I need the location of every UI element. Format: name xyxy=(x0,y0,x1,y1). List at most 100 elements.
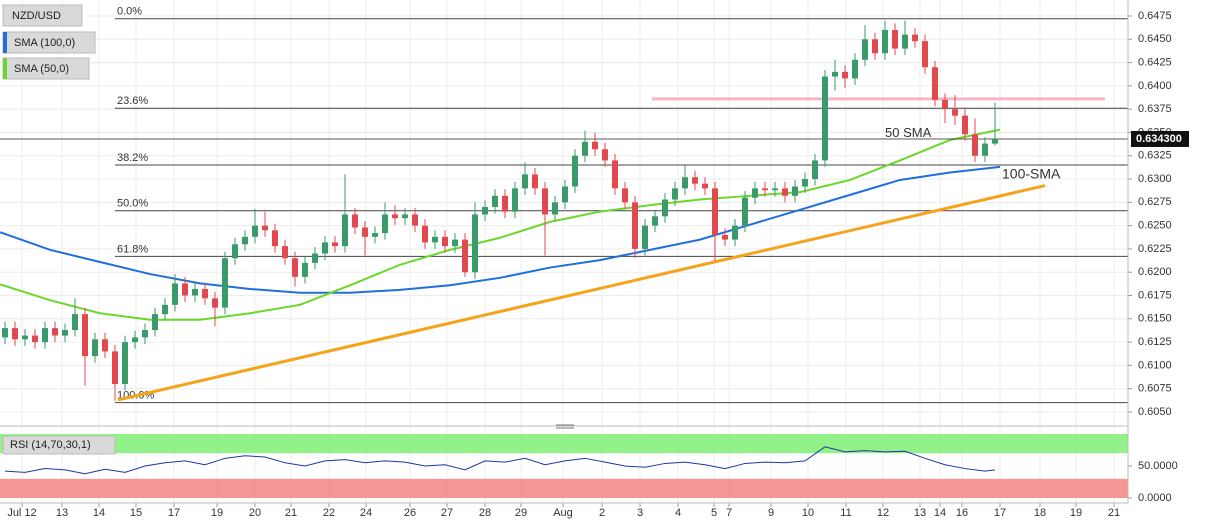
candle-body xyxy=(622,188,628,203)
candle-body xyxy=(142,329,148,338)
candle-body xyxy=(582,141,588,156)
overlay: Jul 12 13 14 15 17 19 20 21 22 24 26 27 28 29 Aug 2 3 4 5 7… xyxy=(2,4,1189,519)
candle-body xyxy=(892,29,898,49)
x-tick-label: 21 xyxy=(1108,507,1120,519)
x-tick-label: 27 xyxy=(441,507,453,519)
rsi-band xyxy=(0,434,1128,454)
candle-body xyxy=(642,225,648,249)
price-panel: 0.0%23.6%38.2%50.0%61.8%100.0%100-SMA50 … xyxy=(0,6,1128,404)
candle-body xyxy=(332,242,338,247)
candle-body xyxy=(382,214,388,234)
x-tick-label: 24 xyxy=(360,507,372,519)
candle-body xyxy=(712,188,718,235)
x-tick-label: 19 xyxy=(211,507,223,519)
candle-body xyxy=(122,342,128,385)
candle-body xyxy=(372,233,378,237)
x-tick-label: 17 xyxy=(168,507,180,519)
price-tag-label: 0.634300 xyxy=(1136,133,1182,145)
candle-body xyxy=(812,160,818,180)
candle-body xyxy=(882,29,888,54)
candle-body xyxy=(22,335,28,340)
y-tick-label: 0.6075 xyxy=(1138,383,1172,395)
candle-body xyxy=(212,298,218,308)
y-tick-label: 0.6225 xyxy=(1138,243,1172,255)
fib-label: 38.2% xyxy=(117,152,148,164)
fib-label: 0.0% xyxy=(117,6,142,18)
y-tick-label: 0.6400 xyxy=(1138,80,1172,92)
candle-body xyxy=(632,202,638,249)
candle-body xyxy=(82,314,88,357)
candle-body xyxy=(302,262,308,277)
x-tick-label: 15 xyxy=(130,507,142,519)
x-tick-label: 22 xyxy=(323,507,335,519)
rsi-panel xyxy=(0,434,1128,498)
x-tick-label: 18 xyxy=(1034,507,1046,519)
candle-body xyxy=(102,339,108,352)
y-tick-label: 0.6100 xyxy=(1138,359,1172,371)
candle-body xyxy=(802,179,808,187)
x-tick-label: 20 xyxy=(249,507,261,519)
candle-body xyxy=(12,328,18,340)
candle-body xyxy=(522,174,528,189)
candle-body xyxy=(312,253,318,263)
rsi-line xyxy=(4,446,996,475)
symbol-label: NZD/USD xyxy=(12,10,61,22)
candle-body xyxy=(402,214,408,219)
candle-body xyxy=(322,242,328,254)
sma-line xyxy=(0,165,1001,294)
x-tick-label: 21 xyxy=(285,507,297,519)
candle-body xyxy=(502,195,508,212)
candle-body xyxy=(932,67,938,100)
candle-body xyxy=(72,314,78,330)
candle-body xyxy=(722,234,728,240)
candle-body xyxy=(192,288,198,296)
x-tick-label: 29 xyxy=(515,507,527,519)
candle-body xyxy=(472,214,478,273)
candle-body xyxy=(532,174,538,189)
y-tick-label: 0.6425 xyxy=(1138,56,1172,68)
x-tick-label: 26 xyxy=(404,507,416,519)
candle-body xyxy=(392,214,398,219)
y-tick-label: 0.6150 xyxy=(1138,313,1172,325)
y-tick-label: 0.6450 xyxy=(1138,33,1172,45)
x-tick-label: 13 xyxy=(56,507,68,519)
legend-box xyxy=(2,435,116,455)
candle-body xyxy=(422,225,428,243)
candle-body xyxy=(952,109,958,116)
candle-body xyxy=(462,239,468,273)
y-tick-label: 0.6375 xyxy=(1138,103,1172,115)
candle-body xyxy=(222,258,228,308)
candle-body xyxy=(432,236,438,243)
x-tick-label: 12 xyxy=(877,507,889,519)
candle-body xyxy=(542,188,548,215)
candle-body xyxy=(732,225,738,240)
trend-line xyxy=(117,184,1046,402)
grid xyxy=(0,0,1128,503)
y-tick-label: 0.6125 xyxy=(1138,336,1172,348)
candle-body xyxy=(552,202,558,215)
rsi-title: RSI (14,70,30,1) xyxy=(10,439,91,451)
legend-label: SMA (50,0) xyxy=(14,63,69,75)
x-tick-label: 9 xyxy=(768,507,774,519)
y-tick-label: 0.6300 xyxy=(1138,173,1172,185)
candle-body xyxy=(922,41,928,68)
candle-body xyxy=(852,59,858,79)
candle-body xyxy=(112,351,118,385)
candle-body xyxy=(752,188,758,198)
candle-body xyxy=(742,197,748,226)
candle-body xyxy=(832,71,838,77)
candle-body xyxy=(982,143,988,156)
candle-body xyxy=(202,288,208,299)
candle-body xyxy=(52,328,58,336)
candle-body xyxy=(862,39,868,60)
x-tick-label: 14 xyxy=(934,507,946,519)
candle-body xyxy=(352,214,358,228)
candle-body xyxy=(152,314,158,330)
candle-body xyxy=(762,188,768,191)
candle-body xyxy=(132,337,138,343)
candle-body xyxy=(912,34,918,42)
divider-handle[interactable] xyxy=(556,424,574,429)
candle-body xyxy=(232,244,238,259)
candle-body xyxy=(962,115,968,135)
